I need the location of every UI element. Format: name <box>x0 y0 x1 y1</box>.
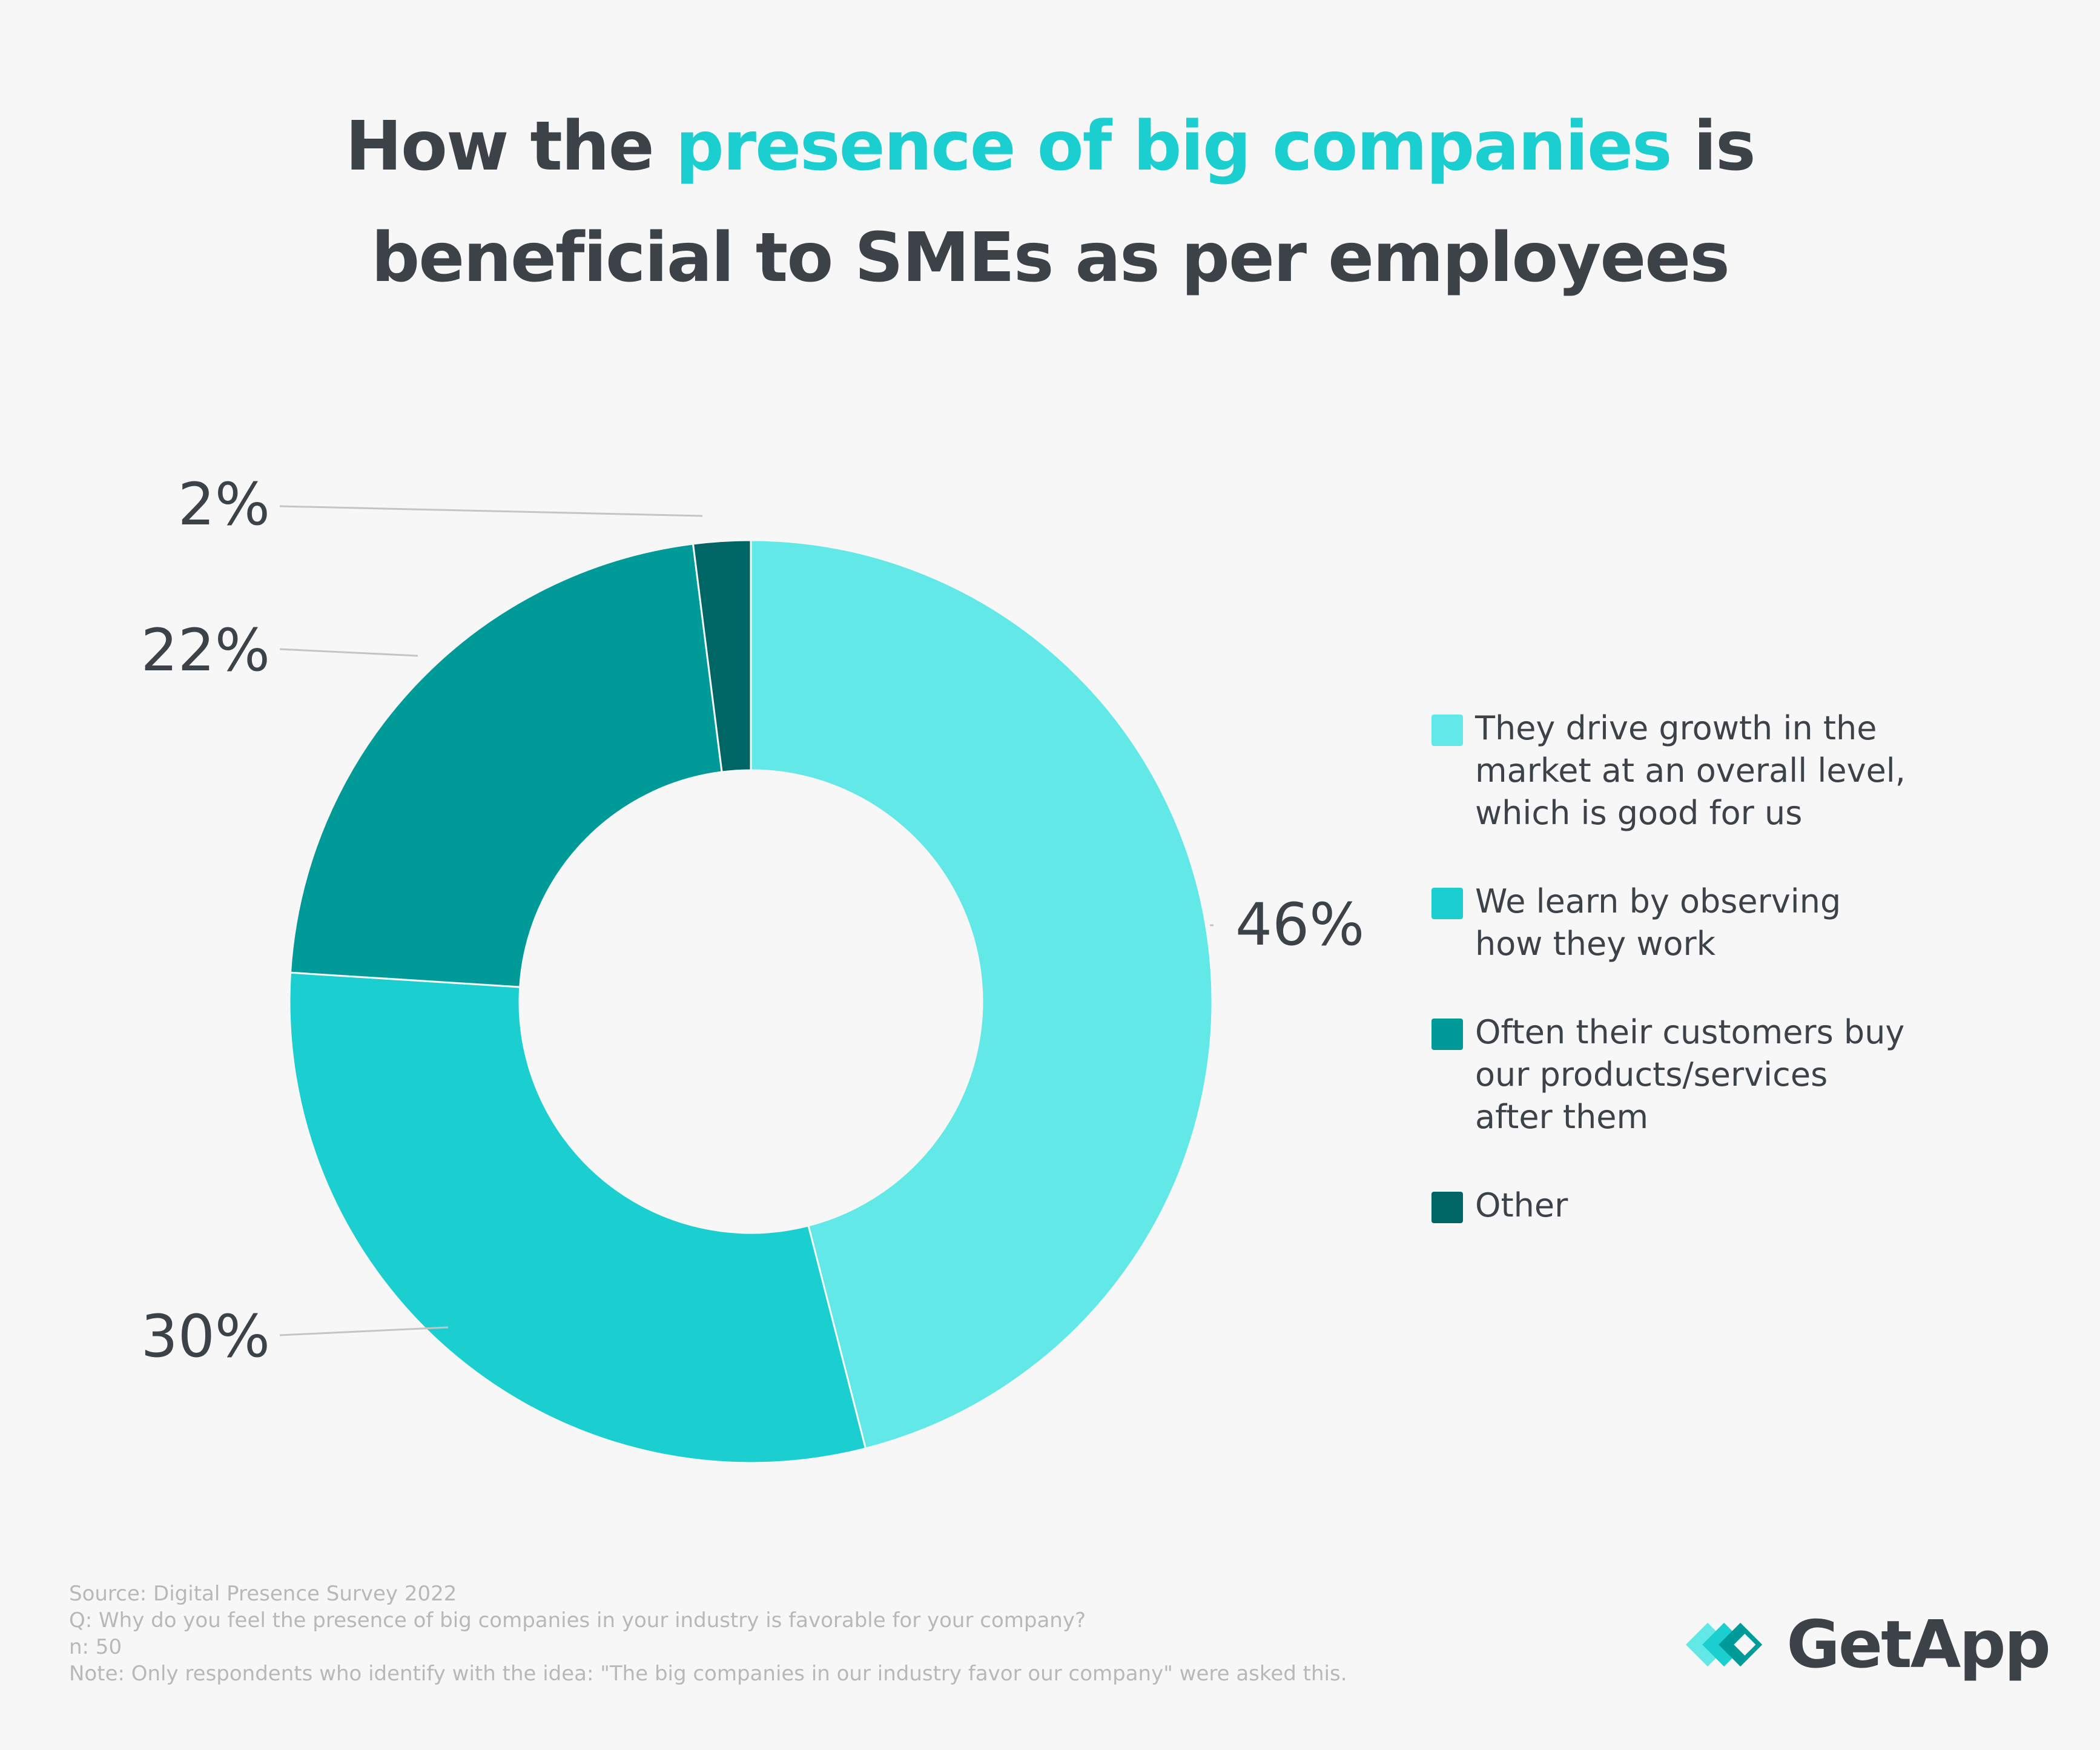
donut-slices <box>288 539 1213 1464</box>
legend-swatch <box>1431 1192 1463 1223</box>
title-part-1: How the <box>345 107 676 186</box>
legend-label-line: Often their customers buy <box>1475 1013 1905 1051</box>
legend-label-line: We learn by observing <box>1475 882 1841 920</box>
title-part-2: is <box>1671 107 1756 186</box>
legend-label: Other <box>1475 1184 1568 1227</box>
legend-label-line: market at an overall level, <box>1475 751 1906 790</box>
percentage-label-2: 30% <box>141 1303 270 1370</box>
legend-label-line: which is good for us <box>1475 794 1803 832</box>
title-line-2: beneficial to SMEs as per employees <box>371 219 1730 297</box>
percentage-label-1: 46% <box>1235 891 1364 959</box>
leader-line-3 <box>279 648 418 657</box>
legend-swatch <box>1431 1019 1463 1050</box>
note-line: Note: Only respondents who identify with… <box>69 1662 1347 1686</box>
chart-title: How the presence of big companies is ben… <box>0 91 2100 314</box>
brand-name: GetApp <box>1786 1606 2051 1683</box>
donut-slice-2 <box>288 971 867 1464</box>
chart-legend: They drive growth in the market at an ove… <box>1431 707 1976 1273</box>
donut-chart: 46% 30% 22% 2% <box>141 471 1365 1464</box>
getapp-logo: GetApp <box>1686 1606 2051 1683</box>
donut-slice-1 <box>750 539 1213 1450</box>
percentage-labels: 46% 30% 22% 2% <box>141 471 1365 1370</box>
legend-item-1: They drive growth in the market at an ove… <box>1431 707 1976 834</box>
question-line: Q: Why do you feel the presence of big c… <box>69 1608 1086 1633</box>
source-notes: Source: Digital Presence Survey 2022 Q: … <box>69 1580 1643 1687</box>
leader-line-2 <box>279 1326 449 1336</box>
percentage-label-3: 22% <box>141 616 270 684</box>
getapp-logo-icon <box>1686 1622 1763 1667</box>
title-line-1: How the presence of big companies is <box>0 91 2100 202</box>
leader-line-4 <box>279 505 703 517</box>
legend-label: We learn by observing how they work <box>1475 880 1841 965</box>
legend-label: Often their customers buy our products/se… <box>1475 1011 1904 1138</box>
legend-item-2: We learn by observing how they work <box>1431 880 1976 965</box>
title-accent: presence of big companies <box>675 107 1672 186</box>
legend-label: They drive growth in the market at an ove… <box>1475 707 1906 834</box>
legend-label-line: our products/services <box>1475 1055 1828 1094</box>
legend-label-line: Other <box>1475 1186 1568 1224</box>
legend-label-line: after them <box>1475 1098 1649 1136</box>
legend-label-line: how they work <box>1475 925 1716 963</box>
source-line: Source: Digital Presence Survey 2022 <box>69 1582 457 1606</box>
legend-swatch <box>1431 715 1463 746</box>
legend-item-3: Often their customers buy our products/se… <box>1431 1011 1976 1138</box>
legend-label-line: They drive growth in the <box>1475 709 1877 747</box>
label-leader-lines <box>279 505 1213 1336</box>
donut-slice-4 <box>692 539 752 773</box>
legend-item-4: Other <box>1431 1184 1976 1227</box>
donut-slice-3 <box>289 543 723 988</box>
legend-swatch <box>1431 888 1463 919</box>
sample-size-line: n: 50 <box>69 1635 122 1659</box>
percentage-label-4: 2% <box>178 471 270 538</box>
